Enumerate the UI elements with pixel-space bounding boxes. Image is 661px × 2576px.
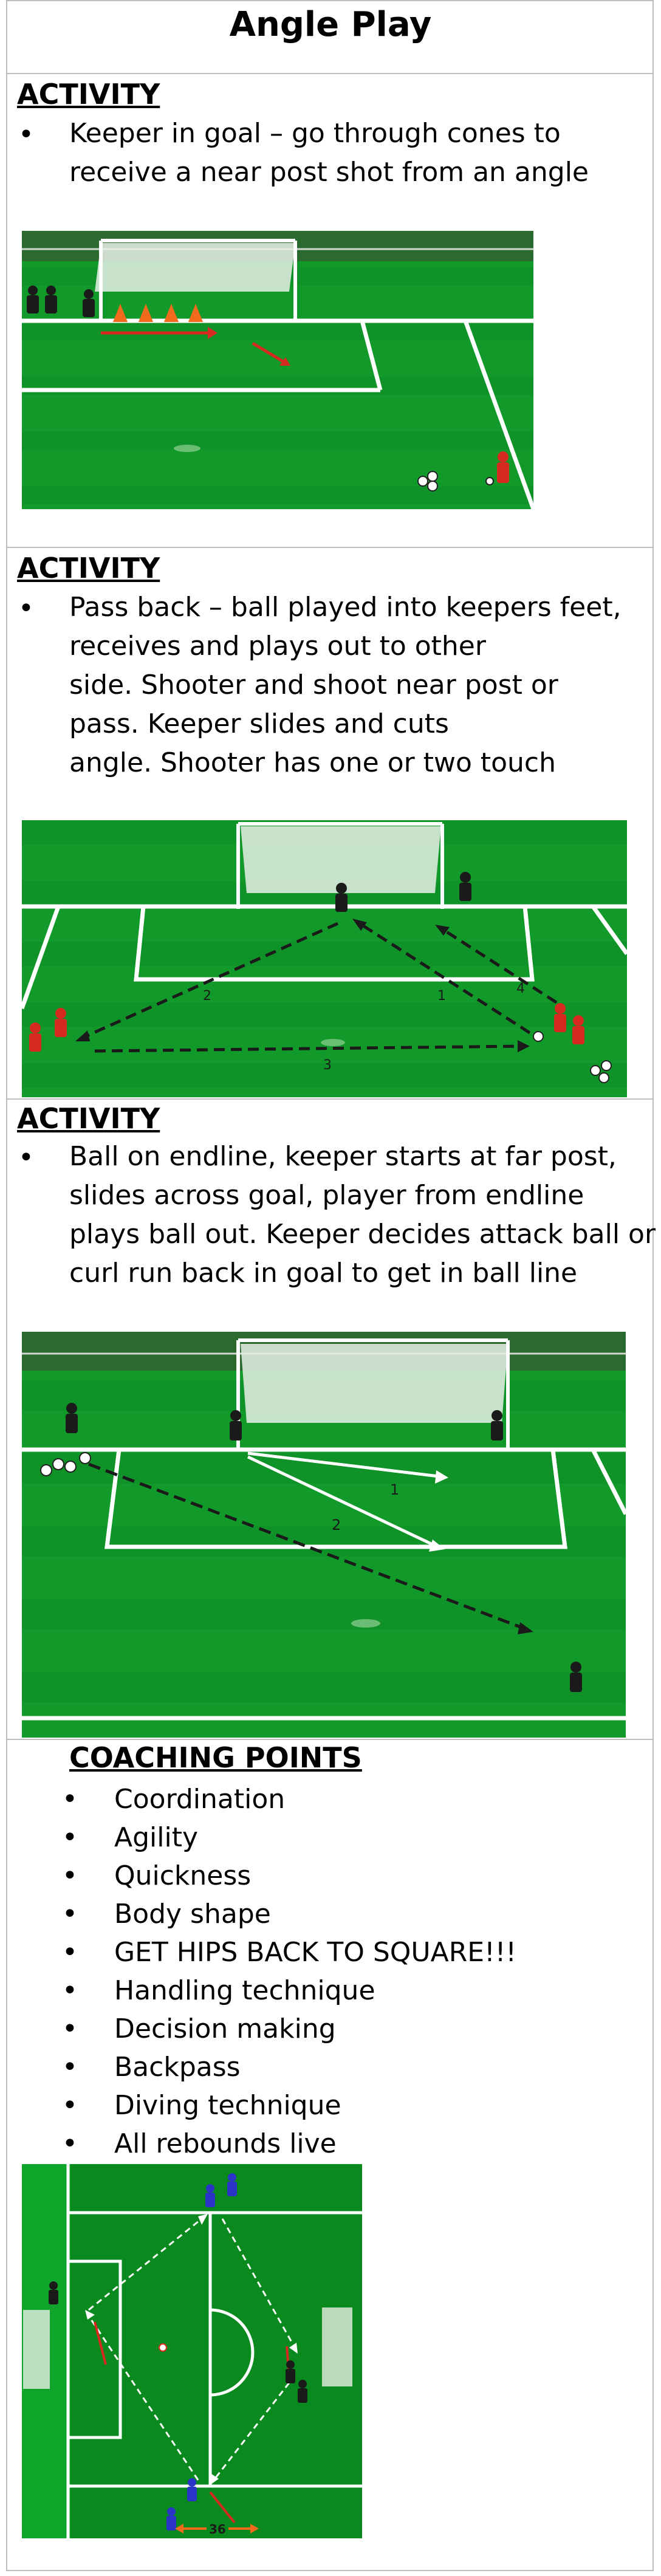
pass-label-1: 1: [437, 988, 446, 1004]
list-item: Backpass: [61, 2048, 516, 2086]
arrow-icon: [101, 327, 290, 366]
section-2-line-5: angle. Shooter has one or two touch: [69, 747, 557, 778]
coaching-list: Coordination Agility Quickness Body shap…: [61, 1780, 516, 2163]
drill-diagram-2: 2 1 4 3: [22, 820, 627, 1097]
section-1-line-2: receive a near post shot from an angle: [69, 157, 589, 188]
drill-diagram-1: [22, 231, 533, 509]
section-3-line-4: curl run back in goal to get in ball lin…: [69, 1258, 578, 1289]
keeper-icon: [335, 872, 471, 912]
keeper-icon: [49, 2281, 307, 2403]
list-item: Agility: [61, 1818, 516, 1857]
player-icon: [497, 451, 509, 483]
list-item: Body shape: [61, 1895, 516, 1933]
coaching-heading: COACHING POINTS: [69, 1741, 362, 1774]
ball-icon: [533, 1031, 612, 1083]
list-item: Decision making: [61, 2010, 516, 2048]
run-label-2: 2: [332, 1516, 341, 1533]
list-item: Coordination: [61, 1780, 516, 1818]
player-icon: [29, 1003, 584, 1052]
section-3-line-3: plays ball out. Keeper decides attack ba…: [69, 1219, 656, 1250]
pass-arrow-icon: [81, 922, 558, 1053]
run-label-1: 1: [390, 1481, 399, 1498]
section-3-line-2: slides across goal, player from endline: [69, 1180, 584, 1211]
list-item: GET HIPS BACK TO SQUARE!!!: [61, 1933, 516, 1971]
pass-label-2: 2: [203, 988, 211, 1004]
goal-icon: [23, 2307, 352, 2389]
section-1-bullet: •: [18, 119, 34, 150]
list-item: All rebounds live: [61, 2125, 516, 2163]
section-2-line-2: receives and plays out to other: [69, 631, 486, 662]
section-2-line-3: side. Shooter and shoot near post or: [69, 670, 558, 701]
goal-icon: [236, 1338, 510, 1451]
pass-arrow-icon: [87, 2218, 295, 2481]
section-1-heading: ACTIVITY: [17, 78, 160, 111]
list-item: Diving technique: [61, 2086, 516, 2125]
section-3-line-1: Ball on endline, keeper starts at far po…: [69, 1141, 617, 1172]
run-arrow-icon: [247, 1451, 448, 1552]
cone-icon: [113, 304, 203, 322]
page-title: Angle Play: [229, 5, 432, 44]
list-item: Handling technique: [61, 1971, 516, 2010]
drill-diagram-4: 36: [22, 2164, 362, 2538]
section-1-text: Keeper in goal – go through cones to rec…: [69, 114, 589, 192]
keeper-icon: [27, 286, 95, 317]
section-1-line-1: Keeper in goal – go through cones to: [69, 118, 561, 149]
section-2-line-4: pass. Keeper slides and cuts: [69, 708, 449, 739]
section-3-bullet: •: [18, 1142, 34, 1173]
keeper-icon: [66, 1403, 582, 1692]
section-2-bullet: •: [18, 593, 34, 624]
ball-icon: [40, 1452, 91, 1476]
section-3: [6, 1100, 654, 1740]
pass-arrow-icon: [88, 1462, 524, 1630]
title-row: [6, 0, 654, 74]
section-2-line-1: Pass back – ball played into keepers fee…: [69, 592, 622, 623]
list-item: Quickness: [61, 1857, 516, 1895]
pass-label-4: 4: [516, 981, 525, 996]
player-icon: [166, 2173, 237, 2530]
section-3-heading: ACTIVITY: [17, 1102, 160, 1135]
section-2-text: Pass back – ball played into keepers fee…: [69, 588, 622, 783]
section-2-heading: ACTIVITY: [17, 552, 160, 584]
drill-diagram-3: 1 2: [22, 1332, 626, 1738]
section-1: [6, 74, 654, 548]
ball-icon: [417, 471, 494, 492]
width-label: 36: [209, 2522, 226, 2537]
goal-icon: [95, 239, 297, 322]
pass-label-3: 3: [323, 1058, 332, 1073]
page-frame: [6, 0, 654, 2571]
goal-icon: [236, 822, 444, 909]
section-3-text: Ball on endline, keeper starts at far po…: [69, 1137, 656, 1293]
section-2: [6, 548, 654, 1100]
